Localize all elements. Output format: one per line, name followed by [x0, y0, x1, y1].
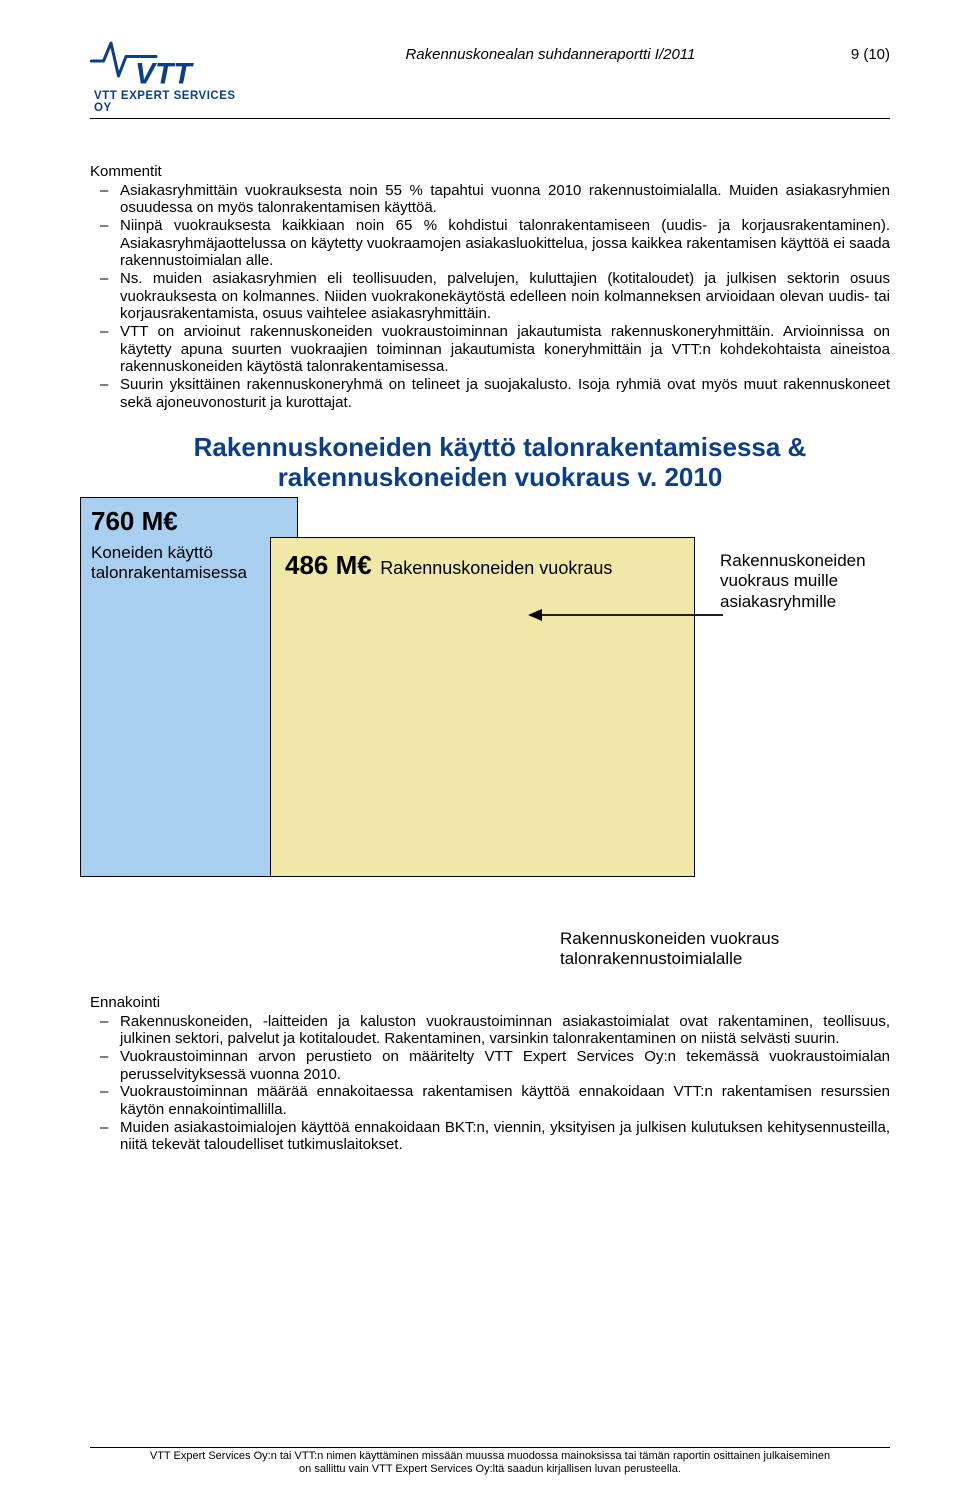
footer-rule: [90, 1447, 890, 1448]
blue-box-label: Koneiden käyttö talonrakentamisessa: [91, 543, 287, 582]
list-item: Rakennuskoneiden, -laitteiden ja kalusto…: [90, 1013, 890, 1048]
kommentit-list: Asiakasryhmittäin vuokrauksesta noin 55 …: [90, 182, 890, 412]
list-item: Ns. muiden asiakasryhmien eli teollisuud…: [90, 270, 890, 323]
list-item: VTT on arvioinut rakennuskoneiden vuokra…: [90, 323, 890, 376]
diagram: Rakennuskoneiden käyttö talonrakentamise…: [80, 429, 890, 889]
diagram-blue-box: 760 M€ Koneiden käyttö talonrakentamises…: [80, 497, 298, 877]
diagram-title: Rakennuskoneiden käyttö talonrakentamise…: [140, 433, 860, 491]
list-item: Muiden asiakastoimialojen käyttöä ennako…: [90, 1119, 890, 1154]
page-footer: VTT Expert Services Oy:n tai VTT:n nimen…: [90, 1411, 890, 1478]
yellow-box-label: Rakennuskoneiden vuokraus: [380, 558, 612, 578]
logo-subtitle: VTT EXPERT SERVICES OY: [94, 90, 250, 114]
footer-line1: VTT Expert Services Oy:n tai VTT:n nimen…: [150, 1450, 830, 1462]
yellow-box-value: 486 M€: [285, 550, 372, 580]
header-page-number: 9 (10): [851, 46, 890, 63]
arrow-icon: [528, 605, 728, 625]
blue-box-value: 760 M€: [91, 506, 287, 537]
list-item: Niinpä vuokrauksesta kaikkiaan noin 65 %…: [90, 217, 890, 270]
kommentit-heading: Kommentit: [90, 163, 890, 180]
vtt-logo: VTT VTT EXPERT SERVICES OY: [90, 40, 250, 114]
svg-text:VTT: VTT: [135, 58, 194, 91]
header-title: Rakennuskonealan suhdanneraportti I/2011: [405, 46, 695, 63]
footer-text: VTT Expert Services Oy:n tai VTT:n nimen…: [90, 1450, 890, 1478]
vtt-logo-icon: VTT: [90, 40, 240, 93]
list-item: Suurin yksittäinen rakennuskoneryhmä on …: [90, 376, 890, 411]
ennakointi-list: Rakennuskoneiden, -laitteiden ja kalusto…: [90, 1013, 890, 1155]
diagram-lower-label: Rakennuskoneiden vuokraus talonrakennust…: [560, 929, 880, 969]
list-item: Vuokraustoiminnan määrää ennakoitaessa r…: [90, 1083, 890, 1118]
ennakointi-heading: Ennakointi: [90, 994, 890, 1011]
diagram-right-label: Rakennuskoneiden vuokraus muille asiakas…: [720, 551, 885, 611]
list-item: Vuokraustoiminnan arvon perustieto on mä…: [90, 1048, 890, 1083]
header-rule: [90, 118, 890, 119]
list-item: Asiakasryhmittäin vuokrauksesta noin 55 …: [90, 182, 890, 217]
footer-line2: on sallittu vain VTT Expert Services Oy:…: [299, 1463, 681, 1475]
diagram-yellow-box: 486 M€ Rakennuskoneiden vuokraus: [270, 537, 695, 877]
page-header: VTT VTT EXPERT SERVICES OY Rakennuskonea…: [90, 40, 890, 114]
